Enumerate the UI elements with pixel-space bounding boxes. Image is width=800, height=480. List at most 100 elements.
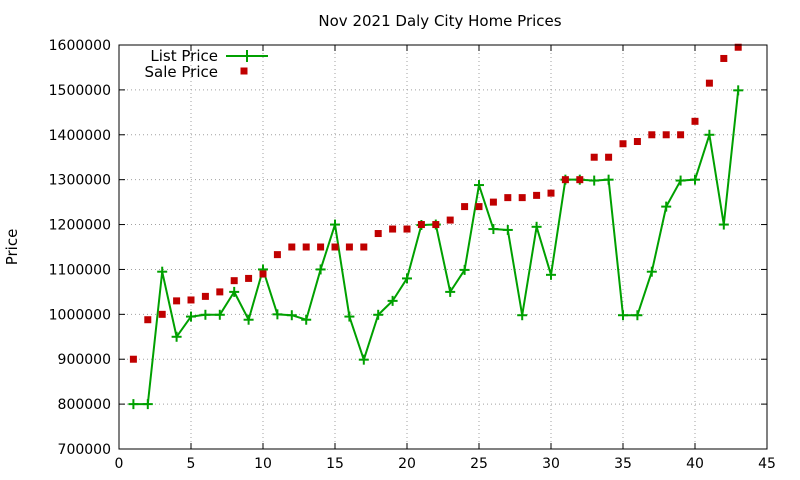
- y-tick-label: 800000: [58, 397, 111, 413]
- sale-price-point: [417, 221, 425, 229]
- list-price-point: [531, 221, 542, 232]
- sale-price-point: [446, 216, 454, 224]
- list-price-point: [344, 311, 355, 322]
- list-price-point: [286, 310, 297, 321]
- x-tick-label: 25: [470, 456, 488, 472]
- sale-price-point: [648, 131, 656, 139]
- list-price-point: [661, 201, 672, 212]
- axes: 0 5 10 15 20 25 30 35 40 45 700000 800000 900000 1000…: [49, 38, 776, 472]
- y-tick-label: 1300000: [49, 173, 111, 189]
- sale-price-point: [317, 243, 325, 251]
- x-tick-label: 10: [254, 456, 272, 472]
- list-price-point: [618, 310, 628, 321]
- sale-price-point: [547, 189, 555, 197]
- list-price-point: [272, 309, 283, 320]
- y-tick-label: 1200000: [49, 218, 111, 234]
- sale-price-point: [461, 203, 469, 211]
- list-price-point: [704, 129, 715, 140]
- list-price-point: [517, 310, 528, 321]
- sale-price-point: [489, 198, 497, 206]
- list-price-point: [373, 309, 384, 320]
- y-tick-label: 1600000: [49, 38, 111, 54]
- sale-price-point: [432, 221, 440, 229]
- y-tick-label: 1500000: [49, 83, 111, 99]
- list-price-point: [186, 311, 196, 322]
- sale-price-point: [561, 176, 569, 184]
- y-tick-label: 1000000: [49, 307, 111, 323]
- sale-price-point: [259, 270, 267, 278]
- legend-label-list-price: List Price: [150, 47, 218, 65]
- x-tick-label: 45: [758, 456, 776, 472]
- y-tick-label: 700000: [58, 442, 111, 458]
- x-tick-label: 0: [115, 456, 124, 472]
- sale-price-point: [345, 243, 353, 251]
- list-price-point: [546, 269, 556, 280]
- sale-price-point: [374, 230, 382, 238]
- sale-price-point: [518, 194, 526, 202]
- sale-price-point: [230, 277, 238, 285]
- x-tick-label: 35: [614, 456, 632, 472]
- sale-price-point: [691, 117, 699, 125]
- sale-price-point: [677, 131, 685, 139]
- list-price-point: [632, 310, 643, 321]
- list-price-point: [330, 219, 340, 230]
- chart-title: Nov 2021 Daly City Home Prices: [318, 12, 561, 30]
- x-tick-label: 5: [187, 456, 196, 472]
- sale-price-point: [273, 251, 281, 259]
- sale-price-point: [633, 138, 641, 146]
- legend-label-sale-price: Sale Price: [145, 63, 218, 81]
- sale-price-point: [403, 225, 411, 233]
- y-tick-label: 900000: [58, 352, 111, 368]
- y-axis-label: Price: [3, 229, 21, 266]
- sale-price-point: [475, 203, 483, 211]
- list-price-point: [459, 264, 470, 275]
- list-price-point: [171, 331, 182, 342]
- sale-price-point: [216, 288, 224, 296]
- sale-price-point: [389, 225, 397, 233]
- y-tick-label: 1100000: [49, 262, 111, 278]
- list-price-point: [387, 295, 398, 306]
- list-price-point: [229, 286, 240, 297]
- sale-price-point: [504, 194, 512, 202]
- sale-price-point: [187, 296, 195, 304]
- y-tick-label: 1400000: [49, 128, 111, 144]
- x-tick-label: 15: [326, 456, 344, 472]
- sale-price-point: [662, 131, 670, 139]
- sale-price-point: [619, 140, 627, 148]
- list-price-point: [690, 174, 700, 185]
- sale-price-point: [576, 176, 584, 184]
- list-price-point: [301, 314, 312, 325]
- list-price-point: [200, 309, 211, 320]
- sale-price-point: [173, 297, 181, 305]
- list-price-point: [157, 266, 168, 277]
- legend: List Price Sale Price: [145, 47, 268, 81]
- sale-price-point: [144, 316, 152, 324]
- grid-lines: [119, 45, 767, 449]
- list-price-point: [488, 224, 499, 235]
- legend-marker-list-price: [241, 50, 253, 62]
- x-tick-label: 30: [542, 456, 560, 472]
- sale-price-point: [288, 243, 296, 251]
- sale-price-point: [734, 43, 742, 51]
- list-price-point: [315, 264, 326, 275]
- list-price-point: [589, 175, 600, 186]
- sale-price-point: [605, 153, 613, 161]
- list-price-point: [214, 309, 225, 320]
- list-price-point: [358, 354, 369, 365]
- list-price-point: [128, 399, 139, 410]
- sale-price-point: [360, 243, 368, 251]
- sale-price-point: [302, 243, 310, 251]
- plot-series: [128, 43, 744, 410]
- x-tick-label: 40: [686, 456, 704, 472]
- list-price-point: [445, 286, 456, 297]
- list-price-point: [646, 266, 657, 277]
- sale-price-point: [720, 54, 728, 62]
- list-price-point: [142, 399, 153, 410]
- list-price-point: [243, 314, 254, 325]
- sale-price-point: [533, 191, 541, 199]
- sale-price-point: [158, 310, 166, 318]
- sale-price-point: [331, 243, 339, 251]
- list-price-point: [675, 175, 686, 186]
- list-price-line: [133, 90, 740, 406]
- plot-frame: [118, 44, 768, 450]
